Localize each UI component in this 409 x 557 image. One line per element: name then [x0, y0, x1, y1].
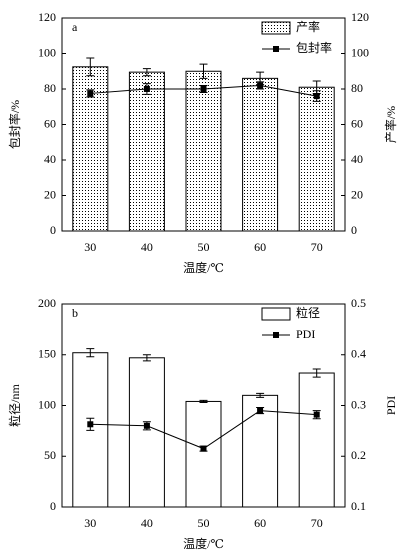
- marker: [143, 86, 150, 92]
- error-bar: [199, 399, 208, 403]
- x-tick-label: 40: [141, 516, 153, 530]
- y-tick-label: 120: [38, 10, 56, 24]
- bar: [185, 70, 222, 232]
- error-bar: [142, 354, 151, 362]
- bar: [185, 400, 222, 508]
- bar: [298, 86, 335, 232]
- x-tick-label: 50: [198, 240, 210, 254]
- y2-tick-label: 0.5: [351, 296, 366, 310]
- legend-label: PDI: [296, 327, 315, 341]
- marker: [143, 422, 150, 429]
- y2-axis-label: 产率/%: [383, 106, 398, 143]
- y-tick-label: 150: [38, 347, 56, 361]
- x-tick-label: 70: [311, 516, 323, 530]
- y2-tick-label: 20: [351, 187, 363, 201]
- marker: [200, 445, 207, 452]
- legend-label: 产率: [296, 19, 320, 34]
- y-tick-label: 100: [38, 45, 56, 59]
- y2-tick-label: 60: [351, 116, 363, 130]
- x-axis-label: 温度/℃: [183, 536, 224, 551]
- y-tick-label: 0: [50, 499, 56, 513]
- panel-label: b: [72, 306, 78, 320]
- y-tick-label: 0: [50, 223, 56, 237]
- y-tick-label: 100: [38, 397, 56, 411]
- legend-label: 粒径: [296, 305, 320, 320]
- error-bar: [256, 392, 265, 398]
- x-tick-label: 70: [311, 240, 323, 254]
- error-bar: [199, 63, 208, 79]
- y-tick-label: 60: [44, 116, 56, 130]
- y2-tick-label: 0: [351, 223, 357, 237]
- y2-tick-label: 0.2: [351, 448, 366, 462]
- y2-tick-label: 0.3: [351, 397, 366, 411]
- y-tick-label: 80: [44, 81, 56, 95]
- y2-axis-label: PDI: [384, 396, 398, 415]
- error-bar: [312, 368, 321, 378]
- y-axis-label: 包封率/%: [7, 100, 22, 149]
- marker: [313, 411, 320, 418]
- y2-tick-label: 100: [351, 45, 369, 59]
- marker: [313, 93, 320, 100]
- x-tick-label: 30: [84, 516, 96, 530]
- legend-label: 包封率: [296, 40, 332, 55]
- x-tick-label: 60: [254, 240, 266, 254]
- error-bar: [86, 57, 95, 77]
- error-bar: [86, 348, 95, 358]
- y2-tick-label: 120: [351, 10, 369, 24]
- x-tick-label: 60: [254, 516, 266, 530]
- marker: [200, 86, 207, 92]
- bar: [298, 372, 335, 508]
- y2-tick-label: 80: [351, 81, 363, 95]
- legend-swatch: [261, 21, 291, 35]
- x-axis-label: 温度/℃: [183, 260, 224, 275]
- y-axis-label: 粒径/nm: [7, 384, 22, 427]
- bar: [128, 71, 165, 232]
- y-tick-label: 50: [44, 448, 56, 462]
- panel-label: a: [72, 20, 78, 34]
- x-tick-label: 40: [141, 240, 153, 254]
- y-tick-label: 40: [44, 152, 56, 166]
- marker: [257, 82, 264, 89]
- x-tick-label: 50: [198, 516, 210, 530]
- marker: [257, 407, 264, 414]
- legend-marker: [273, 332, 279, 338]
- marker: [87, 421, 94, 428]
- marker: [87, 90, 94, 97]
- bar: [242, 77, 279, 232]
- y-tick-label: 200: [38, 296, 56, 310]
- y-tick-label: 20: [44, 187, 56, 201]
- error-bar: [142, 68, 151, 77]
- bar: [128, 357, 165, 508]
- legend-marker: [273, 46, 279, 52]
- legend-swatch: [261, 307, 291, 321]
- x-tick-label: 30: [84, 240, 96, 254]
- y2-tick-label: 0.1: [351, 499, 366, 513]
- y2-tick-label: 40: [351, 152, 363, 166]
- y2-tick-label: 0.4: [351, 347, 366, 361]
